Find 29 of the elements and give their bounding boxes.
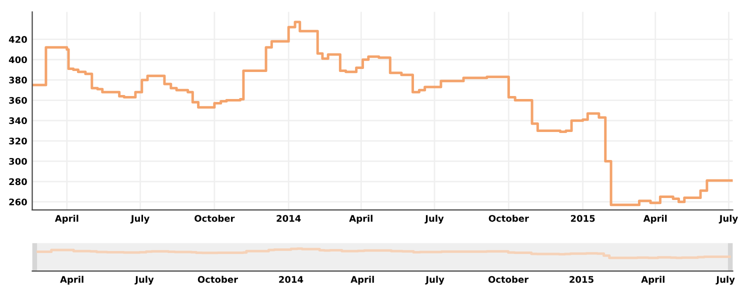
y-tick-label: 300 (9, 158, 27, 165)
x-tick-label: 2014 (279, 276, 304, 283)
y-tick-label: 260 (9, 198, 27, 206)
x-tick-label: April (350, 276, 374, 285)
x-tick-label: July (716, 276, 735, 285)
x-tick-label: July (130, 214, 150, 224)
x-tick-label: October (194, 214, 235, 222)
x-tick-label: October (198, 276, 238, 283)
x-tick-label: April (641, 276, 664, 285)
x-tick-label: April (643, 214, 667, 224)
x-tick-label: October (488, 214, 529, 222)
y-tick-label: 360 (9, 96, 27, 104)
x-tick-label: October (488, 276, 529, 283)
y-tick-label: 420 (8, 36, 27, 43)
y-tick-label: 320 (9, 138, 27, 144)
y-tick-label: 340 (9, 117, 27, 124)
x-tick-label: 2014 (276, 215, 301, 222)
y-tick-label: 400 (8, 56, 27, 64)
y-tick-label: 380 (9, 76, 27, 84)
x-tick-label: April (60, 276, 84, 285)
y-tick-label: 280 (9, 178, 27, 186)
x-tick-label: July (424, 214, 444, 224)
x-tick-label: 2015 (570, 276, 594, 283)
x-tick-label: April (349, 214, 372, 224)
x-tick-label: July (425, 276, 444, 285)
x-tick-label: 2015 (570, 215, 595, 222)
x-tick-label: July (718, 214, 738, 224)
x-tick-label: July (134, 276, 154, 285)
x-tick-label: April (54, 214, 78, 224)
